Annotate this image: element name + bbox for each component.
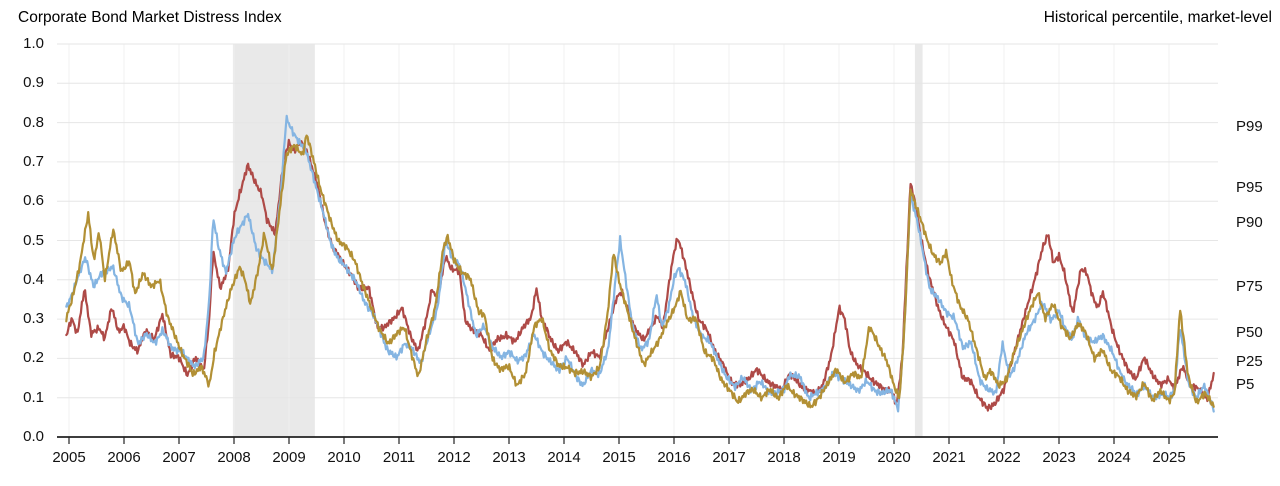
chart-right-axis-title: Historical percentile, market-level bbox=[1043, 9, 1272, 26]
x-tick-label: 2021 bbox=[932, 449, 966, 466]
x-tick-label: 2007 bbox=[162, 449, 196, 466]
x-tick-label: 2023 bbox=[1042, 449, 1076, 466]
percentile-label: P90 bbox=[1236, 213, 1263, 231]
x-tick-label: 2010 bbox=[327, 449, 361, 466]
chart-title: Corporate Bond Market Distress Index bbox=[18, 9, 282, 26]
percentile-label: P50 bbox=[1236, 323, 1263, 341]
x-tick-label: 2009 bbox=[272, 449, 306, 466]
x-tick-label: 2006 bbox=[107, 449, 141, 466]
x-tick-label: 2008 bbox=[217, 449, 251, 466]
y-tick-label: 0.1 bbox=[23, 388, 44, 406]
x-tick-label: 2024 bbox=[1097, 449, 1131, 466]
gold-line bbox=[65, 134, 1215, 409]
x-tick-label: 2022 bbox=[987, 449, 1021, 466]
y-tick-label: 0.0 bbox=[23, 428, 44, 445]
x-tick-label: 2012 bbox=[437, 449, 471, 466]
x-tick-label: 2017 bbox=[712, 449, 746, 466]
x-tick-label: 2011 bbox=[382, 449, 416, 466]
x-tick-label: 2025 bbox=[1152, 449, 1186, 466]
y-tick-label: 0.8 bbox=[23, 113, 44, 131]
percentile-label: P95 bbox=[1236, 179, 1263, 197]
x-tick-label: 2020 bbox=[877, 449, 911, 466]
y-tick-label: 0.6 bbox=[23, 192, 44, 210]
x-tick-label: 2005 bbox=[52, 449, 86, 466]
percentile-label: P25 bbox=[1236, 352, 1263, 370]
x-tick-label: 2013 bbox=[492, 449, 526, 466]
red-line bbox=[65, 138, 1215, 412]
y-tick-label: 0.7 bbox=[23, 152, 44, 170]
x-tick-label: 2019 bbox=[822, 449, 856, 466]
percentile-label: P5 bbox=[1236, 376, 1255, 394]
y-tick-label: 0.9 bbox=[23, 74, 44, 92]
x-tick-label: 2018 bbox=[767, 449, 801, 466]
x-tick-label: 2015 bbox=[602, 449, 636, 466]
y-tick-label: 0.4 bbox=[23, 270, 44, 288]
y-tick-label: 0.2 bbox=[23, 349, 44, 367]
x-tick-label: 2016 bbox=[657, 449, 691, 466]
y-tick-label: 0.3 bbox=[23, 310, 44, 328]
x-tick-label: 2014 bbox=[547, 449, 581, 466]
y-tick-label: 0.5 bbox=[23, 231, 44, 249]
percentile-label: P75 bbox=[1236, 277, 1263, 295]
percentile-label: P99 bbox=[1236, 117, 1263, 135]
y-tick-label: 1.0 bbox=[23, 35, 44, 52]
